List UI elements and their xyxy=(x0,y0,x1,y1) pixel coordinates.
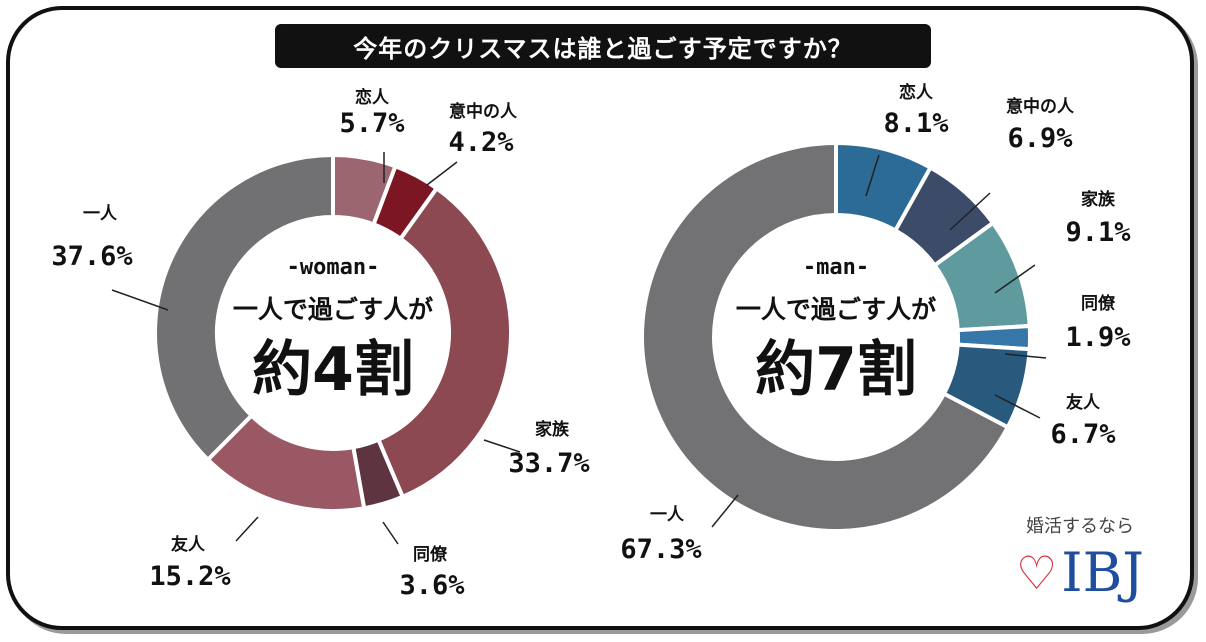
slice-label-1: 恋人 xyxy=(899,82,934,103)
center-caption: 一人で過ごす人が xyxy=(736,295,936,324)
slice-value-6: 67.3% xyxy=(620,534,702,565)
ibj-logo: 婚活するなら ♡ IBJ xyxy=(1010,512,1150,612)
leader-line-5 xyxy=(994,394,1041,419)
heart-outline-icon: ♡ xyxy=(1016,546,1058,600)
slice-value-4: 3.6% xyxy=(399,570,465,601)
slice-value-1: 5.7% xyxy=(339,108,405,139)
slice-label-2: 意中の人 xyxy=(1006,96,1075,117)
leader-line-6 xyxy=(711,494,739,528)
slice-label-6: 一人 xyxy=(650,505,685,525)
logo-tagline: 婚活するなら xyxy=(1026,516,1134,537)
leader-line-2 xyxy=(426,161,458,186)
leader-line-4 xyxy=(1004,353,1047,359)
chart-title: 今年のクリスマスは誰と過ごす予定ですか？ xyxy=(353,34,853,63)
center-caption: 一人で過ごす人が xyxy=(233,295,433,324)
center-headline: 約7割 xyxy=(755,335,917,405)
center-gender-label: -man- xyxy=(803,255,869,280)
leader-line-6 xyxy=(111,289,169,311)
center-headline: 約4割 xyxy=(252,335,414,405)
slice-6 xyxy=(153,152,335,463)
slice-value-5: 15.2% xyxy=(149,561,231,592)
leader-line-3 xyxy=(483,439,521,453)
slice-3 xyxy=(375,185,513,500)
slice-value-3: 33.7% xyxy=(508,448,590,479)
slice-label-5: 友人 xyxy=(171,534,206,555)
slice-value-6: 37.6% xyxy=(51,241,133,272)
slice-label-3: 家族 xyxy=(1081,189,1116,210)
slice-label-3: 家族 xyxy=(535,419,570,440)
slice-value-2: 6.9% xyxy=(1007,123,1073,154)
leader-line-4 xyxy=(382,521,399,545)
leader-line-3 xyxy=(994,264,1036,294)
slice-label-2: 意中の人 xyxy=(449,101,518,122)
leader-line-1 xyxy=(865,154,880,197)
leader-line-5 xyxy=(235,516,259,542)
logo-brand: IBJ xyxy=(1061,541,1144,604)
slice-label-4: 同僚 xyxy=(413,544,448,565)
slice-label-5: 友人 xyxy=(1066,392,1101,413)
slice-value-5: 6.7% xyxy=(1050,419,1116,450)
logo-mark: ♡ IBJ xyxy=(1010,538,1150,608)
slice-label-6: 一人 xyxy=(83,204,118,224)
slice-value-3: 9.1% xyxy=(1065,217,1131,248)
slice-label-4: 同僚 xyxy=(1081,293,1116,314)
slice-6 xyxy=(640,140,1011,533)
slice-value-1: 8.1% xyxy=(883,108,949,139)
slice-value-2: 4.2% xyxy=(448,127,514,158)
slice-label-1: 恋人 xyxy=(355,87,390,108)
slice-value-4: 1.9% xyxy=(1065,322,1131,353)
center-gender-label: -woman- xyxy=(287,255,380,280)
title-banner: 今年のクリスマスは誰と過ごす予定ですか？ xyxy=(275,24,931,68)
leader-line-2 xyxy=(949,192,991,231)
